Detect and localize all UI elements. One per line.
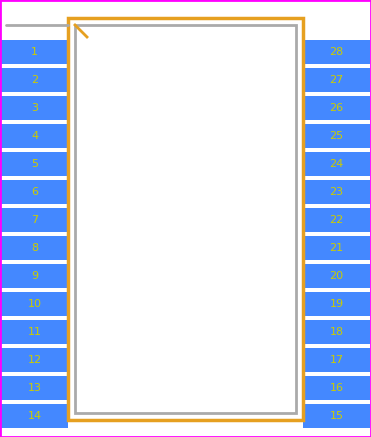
Bar xyxy=(303,68,370,92)
Bar xyxy=(303,40,370,64)
Text: 17: 17 xyxy=(329,355,344,365)
Text: 13: 13 xyxy=(27,383,42,393)
Bar xyxy=(1,264,68,288)
Bar xyxy=(1,320,68,344)
Text: 21: 21 xyxy=(329,243,344,253)
Text: 20: 20 xyxy=(329,271,344,281)
Bar xyxy=(1,152,68,176)
Bar xyxy=(1,40,68,64)
Bar xyxy=(1,96,68,120)
Bar xyxy=(1,376,68,400)
Text: 2: 2 xyxy=(31,75,38,85)
Text: 8: 8 xyxy=(31,243,38,253)
Bar xyxy=(68,18,303,420)
Bar xyxy=(303,236,370,260)
Text: 19: 19 xyxy=(329,299,344,309)
Bar xyxy=(303,208,370,232)
Bar xyxy=(1,124,68,148)
Text: 18: 18 xyxy=(329,327,344,337)
Text: 16: 16 xyxy=(329,383,344,393)
Bar xyxy=(303,124,370,148)
Text: 23: 23 xyxy=(329,187,344,197)
Text: 5: 5 xyxy=(31,159,38,169)
Bar xyxy=(303,180,370,204)
Bar xyxy=(303,404,370,428)
Bar xyxy=(1,348,68,372)
Text: 4: 4 xyxy=(31,131,38,141)
Bar xyxy=(303,348,370,372)
Text: 12: 12 xyxy=(27,355,42,365)
Text: 7: 7 xyxy=(31,215,38,225)
Bar xyxy=(303,376,370,400)
Text: 1: 1 xyxy=(31,47,38,57)
Text: 25: 25 xyxy=(329,131,344,141)
Bar xyxy=(1,236,68,260)
Bar xyxy=(1,404,68,428)
Text: 6: 6 xyxy=(31,187,38,197)
Bar xyxy=(1,180,68,204)
Text: 27: 27 xyxy=(329,75,344,85)
Bar xyxy=(303,320,370,344)
Bar xyxy=(75,25,296,413)
Bar xyxy=(1,292,68,316)
Text: 9: 9 xyxy=(31,271,38,281)
Text: 10: 10 xyxy=(27,299,42,309)
Text: 26: 26 xyxy=(329,103,344,113)
Bar xyxy=(303,152,370,176)
Text: 28: 28 xyxy=(329,47,344,57)
Text: 3: 3 xyxy=(31,103,38,113)
Text: 11: 11 xyxy=(27,327,42,337)
Bar xyxy=(303,264,370,288)
Text: 24: 24 xyxy=(329,159,344,169)
Text: 22: 22 xyxy=(329,215,344,225)
Bar xyxy=(303,96,370,120)
Bar xyxy=(1,208,68,232)
Text: 15: 15 xyxy=(329,411,344,421)
Bar xyxy=(303,292,370,316)
Bar xyxy=(1,68,68,92)
Text: 14: 14 xyxy=(27,411,42,421)
